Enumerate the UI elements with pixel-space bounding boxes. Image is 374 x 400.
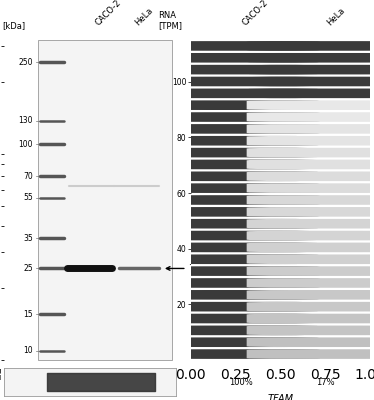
Text: [kDa]: [kDa] [2,21,25,30]
FancyBboxPatch shape [162,254,320,264]
FancyBboxPatch shape [247,160,374,169]
FancyBboxPatch shape [162,77,320,86]
FancyBboxPatch shape [162,266,320,276]
FancyBboxPatch shape [162,302,320,312]
FancyBboxPatch shape [247,266,374,276]
Text: High: High [84,370,102,378]
Text: 25: 25 [23,264,33,273]
FancyBboxPatch shape [38,40,172,360]
Text: HeLa: HeLa [325,6,347,27]
FancyBboxPatch shape [162,136,320,146]
Text: CACO-2: CACO-2 [93,0,123,27]
Text: 17%: 17% [316,378,335,386]
FancyBboxPatch shape [162,219,320,228]
Text: HeLa: HeLa [133,6,154,27]
Text: TFAM: TFAM [267,394,294,400]
FancyBboxPatch shape [162,207,320,217]
FancyBboxPatch shape [247,136,374,146]
Text: 130: 130 [18,116,33,125]
Text: 15: 15 [23,310,33,319]
FancyBboxPatch shape [247,302,374,312]
FancyBboxPatch shape [247,242,374,252]
FancyBboxPatch shape [162,124,320,134]
Text: 70: 70 [23,172,33,181]
FancyBboxPatch shape [247,65,374,74]
FancyBboxPatch shape [162,65,320,74]
FancyBboxPatch shape [247,124,374,134]
FancyBboxPatch shape [247,338,374,347]
FancyBboxPatch shape [162,326,320,335]
Text: Low: Low [131,370,145,378]
FancyBboxPatch shape [162,53,320,62]
FancyBboxPatch shape [247,53,374,62]
FancyBboxPatch shape [247,195,374,205]
FancyBboxPatch shape [247,314,374,323]
FancyBboxPatch shape [247,88,374,98]
FancyBboxPatch shape [247,326,374,335]
Text: Loading
Control: Loading Control [0,368,2,382]
FancyBboxPatch shape [247,148,374,158]
FancyBboxPatch shape [162,338,320,347]
Text: 10: 10 [23,346,33,355]
FancyBboxPatch shape [162,160,320,169]
FancyBboxPatch shape [247,231,374,240]
FancyBboxPatch shape [247,183,374,193]
FancyBboxPatch shape [162,88,320,98]
FancyBboxPatch shape [162,183,320,193]
FancyBboxPatch shape [162,112,320,122]
FancyBboxPatch shape [247,254,374,264]
FancyBboxPatch shape [247,290,374,300]
FancyBboxPatch shape [247,77,374,86]
FancyBboxPatch shape [247,172,374,181]
Text: 55: 55 [23,193,33,202]
FancyBboxPatch shape [162,349,320,359]
FancyBboxPatch shape [162,100,320,110]
Text: 35: 35 [23,234,33,243]
FancyBboxPatch shape [162,148,320,158]
FancyBboxPatch shape [247,278,374,288]
FancyBboxPatch shape [162,242,320,252]
FancyBboxPatch shape [162,41,320,51]
Text: 250: 250 [18,58,33,67]
Text: RNA
[TPM]: RNA [TPM] [159,11,183,30]
Text: 100%: 100% [229,378,253,386]
FancyBboxPatch shape [247,100,374,110]
FancyBboxPatch shape [162,172,320,181]
FancyBboxPatch shape [247,112,374,122]
Text: CACO-2: CACO-2 [241,0,270,27]
FancyBboxPatch shape [162,195,320,205]
FancyBboxPatch shape [247,41,374,51]
FancyBboxPatch shape [247,349,374,359]
FancyBboxPatch shape [162,314,320,323]
FancyBboxPatch shape [247,207,374,217]
Text: 100: 100 [18,140,33,149]
Text: TFAM: TFAM [166,264,213,273]
FancyBboxPatch shape [162,290,320,300]
FancyBboxPatch shape [162,231,320,240]
FancyBboxPatch shape [247,219,374,228]
FancyBboxPatch shape [162,278,320,288]
